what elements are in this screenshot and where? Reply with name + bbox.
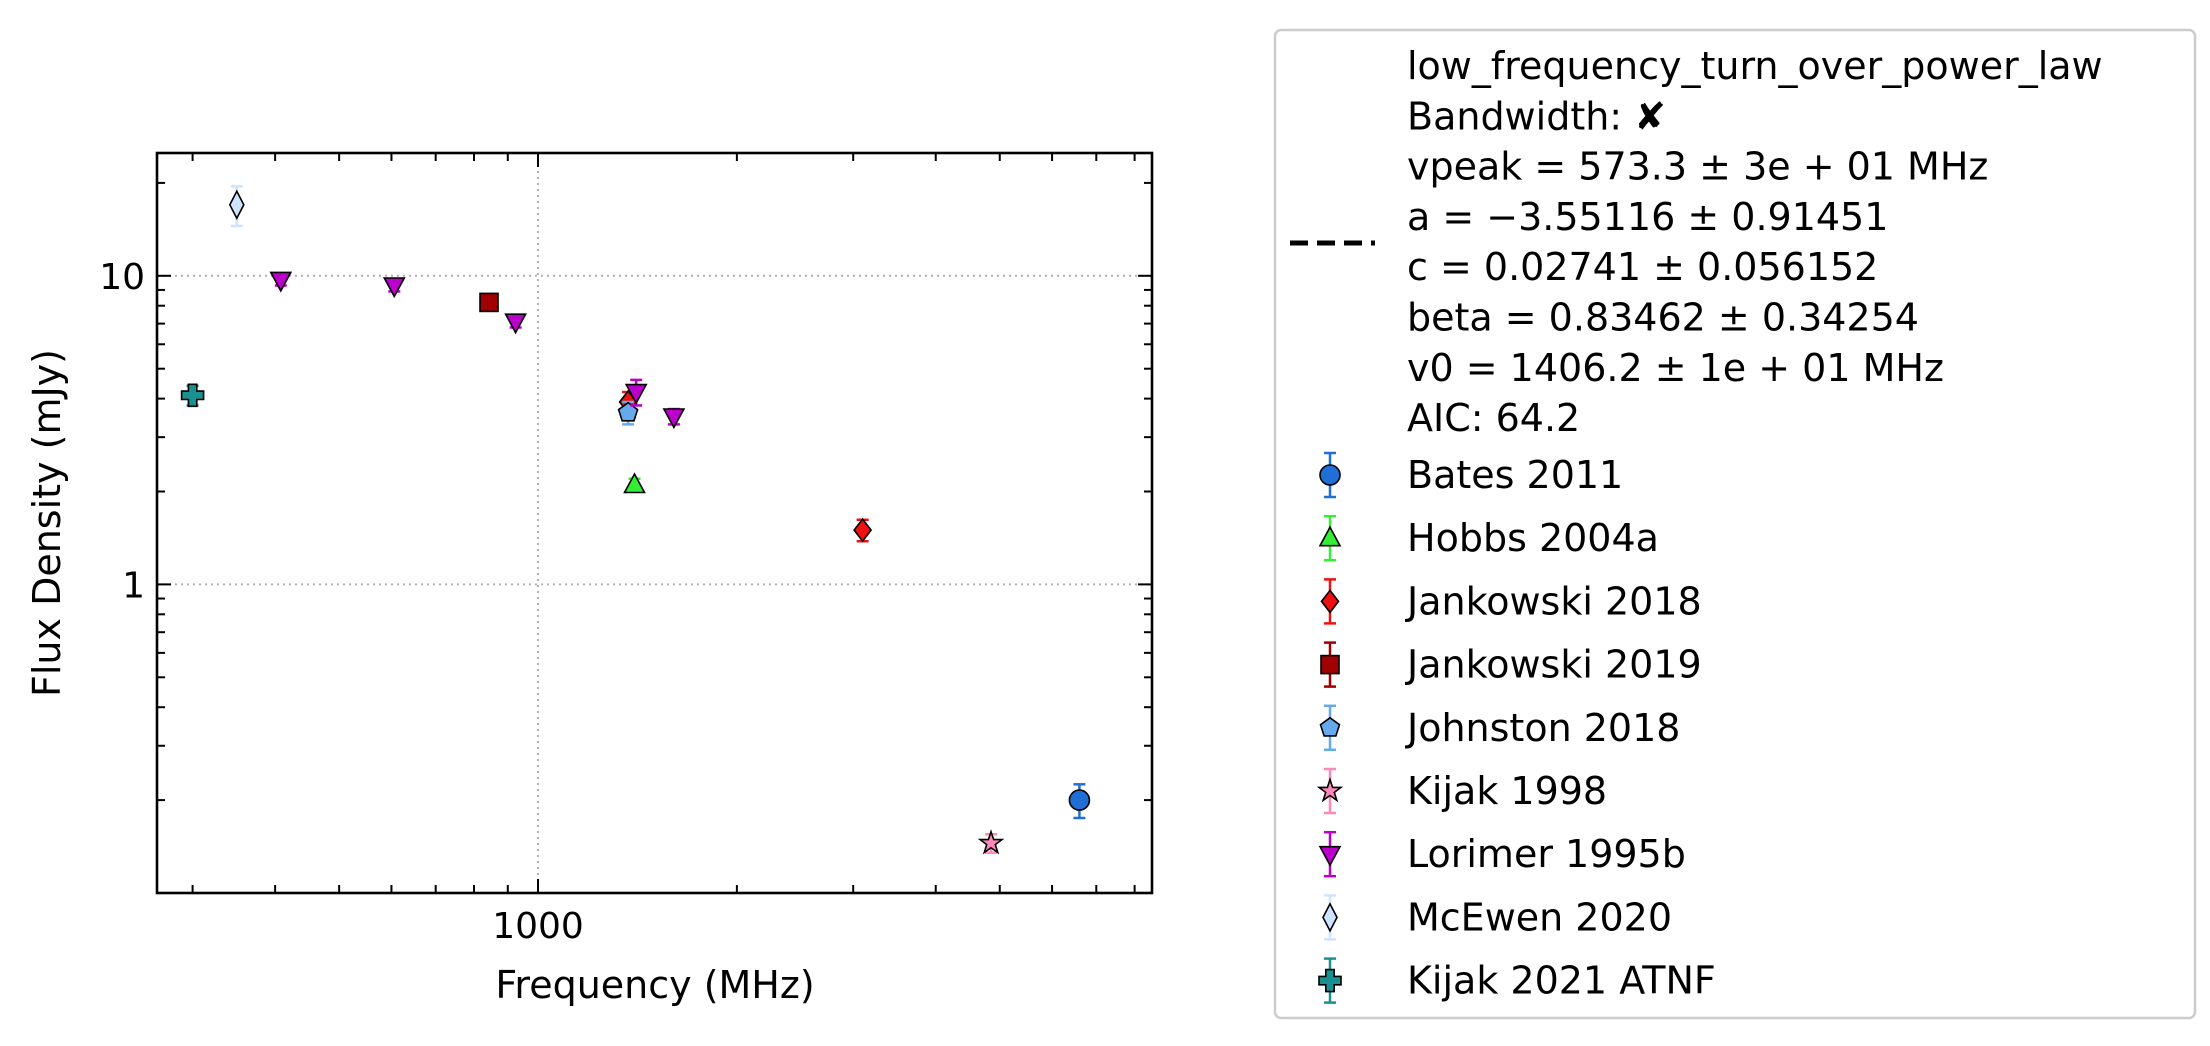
- data-points-layer: [180, 185, 1091, 855]
- series-8: [180, 383, 205, 408]
- legend-entry: Kijak 2021 ATNF: [1318, 957, 1716, 1004]
- axis-ticks: 1000 1 10: [99, 153, 1152, 947]
- legend-entry: McEwen 2020: [1322, 894, 1672, 941]
- legend-fit-text-line: AIC: 64.2: [1407, 396, 1580, 440]
- x-axis-label: Frequency (MHz): [495, 963, 814, 1007]
- data-point: [504, 313, 527, 335]
- series-7: [228, 185, 245, 228]
- legend-fit-text-line: a = −3.55116 ± 0.91451: [1407, 195, 1888, 239]
- x-tick-label: 1000: [492, 906, 584, 947]
- data-point: [662, 407, 686, 430]
- marker-triangle-up: [1318, 525, 1342, 547]
- marker-diamond: [853, 517, 873, 543]
- data-point: [1068, 783, 1091, 820]
- legend-entry: Kijak 1998: [1316, 767, 1607, 815]
- marker-triangle-down: [624, 383, 648, 405]
- marker-circle: [1068, 789, 1091, 811]
- legend-entry-label: Jankowski 2019: [1405, 643, 1702, 687]
- legend: low_frequency_turn_over_power_law Bandwid…: [1273, 28, 2197, 1020]
- grid-lines: [157, 153, 1152, 893]
- series-4: [617, 400, 639, 426]
- data-point: [269, 271, 293, 293]
- marker-pentagon: [1319, 716, 1341, 737]
- legend-fit-text-line: c = 0.02741 ± 0.056152: [1407, 245, 1878, 289]
- marker-circle: [1319, 464, 1341, 486]
- marker-square: [479, 292, 499, 313]
- data-point: [853, 517, 873, 543]
- legend-fit-text-line: vpeak = 573.3 ± 3e + 01 MHz: [1407, 145, 1988, 189]
- y-tick-label: 10: [99, 257, 145, 298]
- marker-diamond: [1320, 589, 1340, 614]
- legend-entry-label: Bates 2011: [1407, 453, 1623, 497]
- data-point: [228, 185, 245, 228]
- legend-entry: Bates 2011: [1319, 451, 1623, 499]
- marker-star: [977, 829, 1005, 855]
- legend-entry: Jankowski 2018: [1320, 578, 1702, 625]
- legend-frame: [1273, 28, 2197, 1020]
- data-point: [479, 292, 499, 313]
- legend-fit-text-line: low_frequency_turn_over_power_law: [1407, 44, 2103, 88]
- series-6: [269, 271, 686, 430]
- series-0: [1068, 783, 1091, 820]
- plot-frame: [155, 151, 1154, 895]
- legend-fit-text-line: beta = 0.83462 ± 0.34254: [1407, 296, 1919, 340]
- marker-triangle-down: [382, 277, 406, 299]
- legend-entry: Jankowski 2019: [1320, 641, 1702, 688]
- series-3: [479, 292, 499, 313]
- data-point: [624, 378, 648, 407]
- series-1: [623, 472, 646, 494]
- y-tick-label: 1: [122, 565, 145, 606]
- data-point: [977, 829, 1005, 855]
- legend-entry-label: Kijak 2021 ATNF: [1407, 959, 1716, 1003]
- legend-entry: Lorimer 1995b: [1318, 830, 1686, 878]
- legend-entry-label: Kijak 1998: [1407, 769, 1607, 813]
- marker-triangle-down: [504, 313, 527, 335]
- y-axis-label: Flux Density (mJy): [25, 349, 69, 697]
- marker-triangle-down: [1318, 845, 1342, 867]
- marker-pentagon: [617, 401, 639, 422]
- data-point: [623, 472, 646, 494]
- marker-plus: [1318, 968, 1342, 993]
- legend-entry: Hobbs 2004a: [1318, 514, 1659, 562]
- data-point: [180, 383, 205, 408]
- marker-triangle-down: [269, 271, 293, 293]
- legend-fit-text-line: v0 = 1406.2 ± 1e + 01 MHz: [1407, 346, 1944, 390]
- legend-fit-text-line: Bandwidth: ✘: [1407, 94, 1666, 138]
- legend-entry-label: McEwen 2020: [1407, 895, 1672, 939]
- legend-entry-label: Hobbs 2004a: [1407, 516, 1659, 560]
- marker-triangle-down: [662, 408, 686, 430]
- data-point: [617, 400, 639, 426]
- marker-star: [1316, 776, 1344, 803]
- legend-entry: Johnston 2018: [1319, 704, 1680, 752]
- legend-entry-label: Johnston 2018: [1405, 706, 1680, 750]
- series-5: [977, 829, 1005, 855]
- marker-plus: [180, 383, 205, 408]
- marker-thin-diamond: [228, 189, 245, 220]
- data-point: [382, 277, 406, 299]
- marker-square: [1320, 654, 1340, 675]
- legend-entry-label: Lorimer 1995b: [1407, 832, 1686, 876]
- series-2: [618, 389, 873, 543]
- legend-entry-label: Jankowski 2018: [1405, 579, 1702, 623]
- marker-thin-diamond: [1322, 902, 1338, 933]
- marker-triangle-up: [623, 472, 646, 494]
